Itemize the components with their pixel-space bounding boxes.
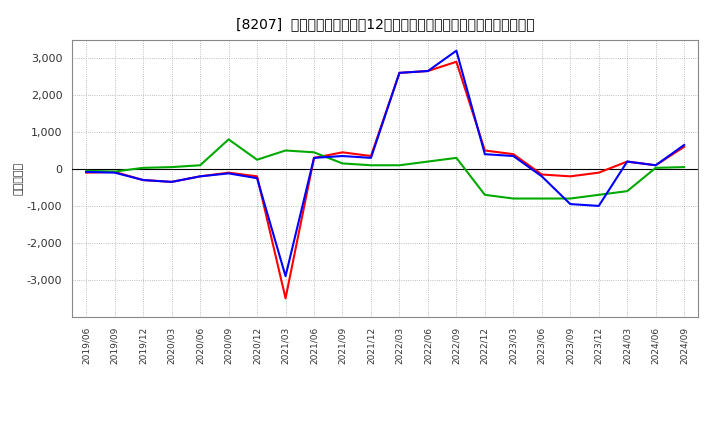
投資CF: [338, 161, 347, 166]
営業CF: [480, 148, 489, 153]
営業CF: [225, 170, 233, 175]
投資CF: [139, 165, 148, 170]
フリーCF: [509, 154, 518, 159]
営業CF: [366, 154, 375, 159]
フリーCF: [82, 169, 91, 175]
投資CF: [225, 137, 233, 142]
投資CF: [366, 163, 375, 168]
投資CF: [509, 196, 518, 201]
フリーCF: [623, 159, 631, 164]
投資CF: [110, 169, 119, 174]
フリーCF: [196, 174, 204, 179]
Line: フリーCF: フリーCF: [86, 51, 684, 276]
投資CF: [452, 155, 461, 161]
フリーCF: [310, 155, 318, 161]
投資CF: [480, 192, 489, 198]
営業CF: [595, 170, 603, 175]
Y-axis label: （百万円）: （百万円）: [14, 161, 24, 195]
投資CF: [423, 159, 432, 164]
投資CF: [167, 165, 176, 170]
営業CF: [566, 174, 575, 179]
投資CF: [537, 196, 546, 201]
営業CF: [509, 151, 518, 157]
投資CF: [652, 165, 660, 170]
フリーCF: [366, 155, 375, 161]
営業CF: [395, 70, 404, 76]
営業CF: [167, 179, 176, 184]
フリーCF: [395, 70, 404, 76]
フリーCF: [423, 68, 432, 73]
営業CF: [110, 169, 119, 175]
営業CF: [282, 296, 290, 301]
フリーCF: [282, 274, 290, 279]
投資CF: [282, 148, 290, 153]
フリーCF: [139, 177, 148, 183]
営業CF: [82, 170, 91, 175]
Title: [8207]  キャッシュフローの12か月移動合計の対前年同期増減額の推移: [8207] キャッシュフローの12か月移動合計の対前年同期増減額の推移: [236, 18, 534, 32]
フリーCF: [480, 151, 489, 157]
投資CF: [595, 192, 603, 198]
Line: 営業CF: 営業CF: [86, 62, 684, 298]
フリーCF: [652, 163, 660, 168]
投資CF: [82, 168, 91, 173]
投資CF: [566, 196, 575, 201]
投資CF: [680, 165, 688, 170]
投資CF: [253, 157, 261, 162]
投資CF: [196, 163, 204, 168]
営業CF: [652, 163, 660, 168]
営業CF: [680, 144, 688, 150]
フリーCF: [680, 142, 688, 147]
投資CF: [395, 163, 404, 168]
フリーCF: [338, 154, 347, 159]
フリーCF: [566, 202, 575, 207]
Line: 投資CF: 投資CF: [86, 139, 684, 198]
フリーCF: [537, 174, 546, 179]
フリーCF: [595, 203, 603, 209]
フリーCF: [253, 176, 261, 181]
営業CF: [537, 172, 546, 177]
営業CF: [310, 155, 318, 161]
営業CF: [623, 159, 631, 164]
営業CF: [139, 177, 148, 183]
営業CF: [196, 174, 204, 179]
営業CF: [423, 68, 432, 73]
フリーCF: [225, 171, 233, 176]
投資CF: [310, 150, 318, 155]
フリーCF: [167, 179, 176, 184]
営業CF: [253, 174, 261, 179]
投資CF: [623, 188, 631, 194]
営業CF: [338, 150, 347, 155]
フリーCF: [110, 170, 119, 175]
フリーCF: [452, 48, 461, 53]
営業CF: [452, 59, 461, 64]
